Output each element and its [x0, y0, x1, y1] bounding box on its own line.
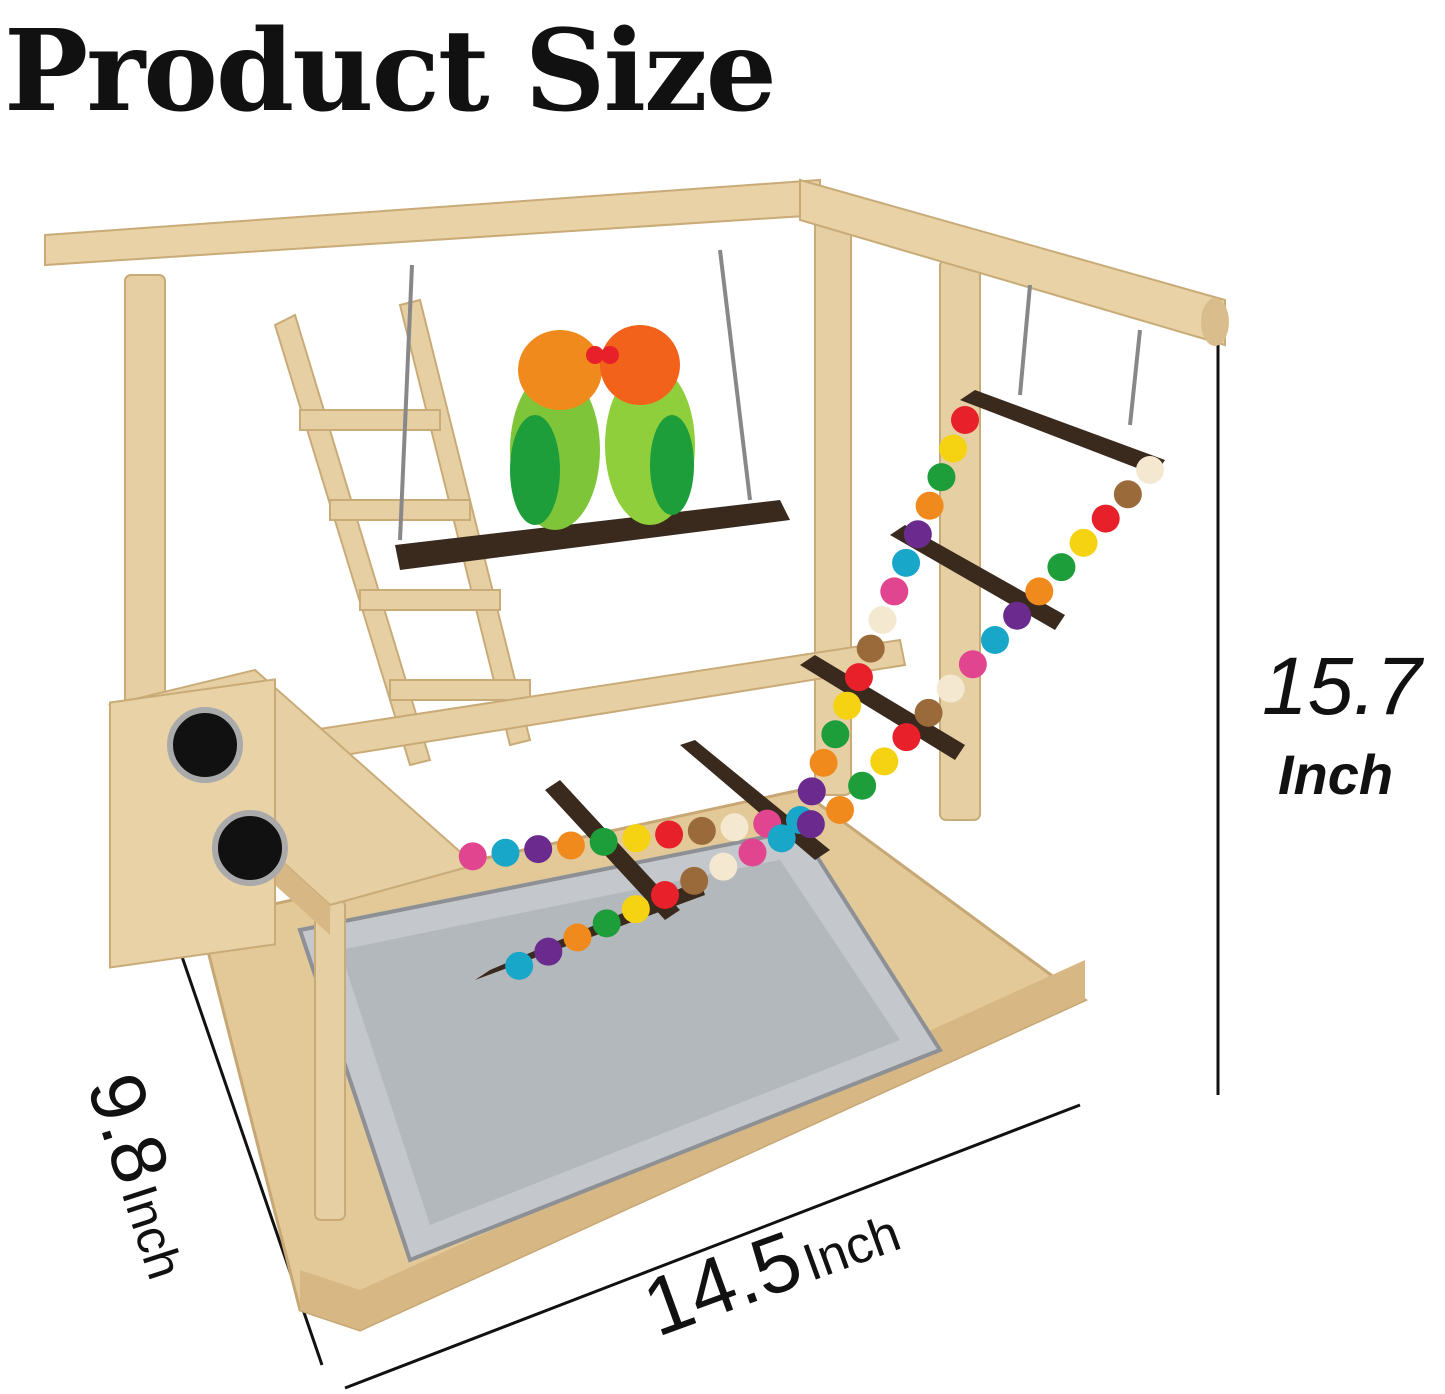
bead — [870, 747, 899, 776]
swing-perch — [395, 500, 790, 570]
lovebirds — [510, 325, 695, 530]
height-unit: Inch — [1278, 743, 1394, 806]
bead — [651, 881, 679, 909]
bead — [458, 842, 487, 871]
bead — [796, 810, 825, 839]
bead — [1091, 504, 1120, 533]
bead — [821, 720, 850, 749]
bead — [958, 650, 987, 679]
bead — [797, 777, 826, 806]
bead — [844, 663, 873, 692]
top-bar-left — [44, 178, 821, 267]
bead — [687, 816, 716, 845]
bead — [892, 723, 921, 752]
height-value: 15.7 — [1262, 641, 1422, 732]
bead — [738, 838, 767, 867]
bead — [556, 831, 585, 860]
bead — [892, 548, 921, 577]
bead — [981, 626, 1009, 654]
bead — [534, 937, 563, 966]
bead — [848, 771, 877, 800]
bead — [1003, 601, 1032, 630]
bead — [505, 951, 534, 980]
bead — [1136, 456, 1164, 484]
bead — [914, 698, 943, 727]
top-bar-right — [799, 178, 1226, 347]
bead — [524, 835, 553, 864]
food-cup-2 — [212, 810, 288, 886]
bead — [833, 691, 862, 720]
beads — [458, 406, 1164, 980]
bead — [936, 674, 965, 703]
bead — [621, 895, 650, 924]
bead — [589, 827, 618, 856]
bead — [868, 606, 897, 634]
tray-inner — [340, 860, 900, 1225]
wooden-posts — [124, 204, 981, 1221]
bead — [809, 748, 838, 777]
bead — [491, 838, 520, 867]
bead — [592, 909, 621, 938]
bead — [709, 852, 738, 881]
food-cup-1 — [167, 707, 243, 783]
bead — [927, 463, 956, 492]
bead — [1025, 577, 1054, 606]
bead — [1047, 553, 1076, 582]
bead — [903, 520, 932, 549]
bead — [622, 824, 651, 853]
bead — [880, 577, 909, 606]
bead — [939, 434, 968, 463]
bead — [856, 634, 885, 663]
bead — [951, 406, 979, 434]
bead — [655, 820, 684, 849]
bead — [767, 824, 796, 853]
width-dimension-line — [344, 1103, 1081, 1390]
bead — [563, 923, 592, 952]
bead — [1069, 528, 1098, 557]
bead — [680, 866, 709, 895]
page-title: Product Size — [4, 6, 777, 137]
bead — [915, 491, 944, 520]
chains — [398, 249, 1142, 541]
bead — [1113, 480, 1142, 509]
hanging-ladder — [273, 298, 532, 767]
bead — [720, 813, 749, 842]
bead — [826, 796, 854, 824]
